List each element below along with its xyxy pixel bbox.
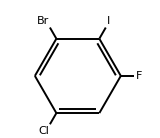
Text: Br: Br — [37, 16, 49, 26]
Text: I: I — [107, 16, 110, 26]
Text: Cl: Cl — [38, 126, 49, 136]
Text: F: F — [135, 71, 142, 81]
